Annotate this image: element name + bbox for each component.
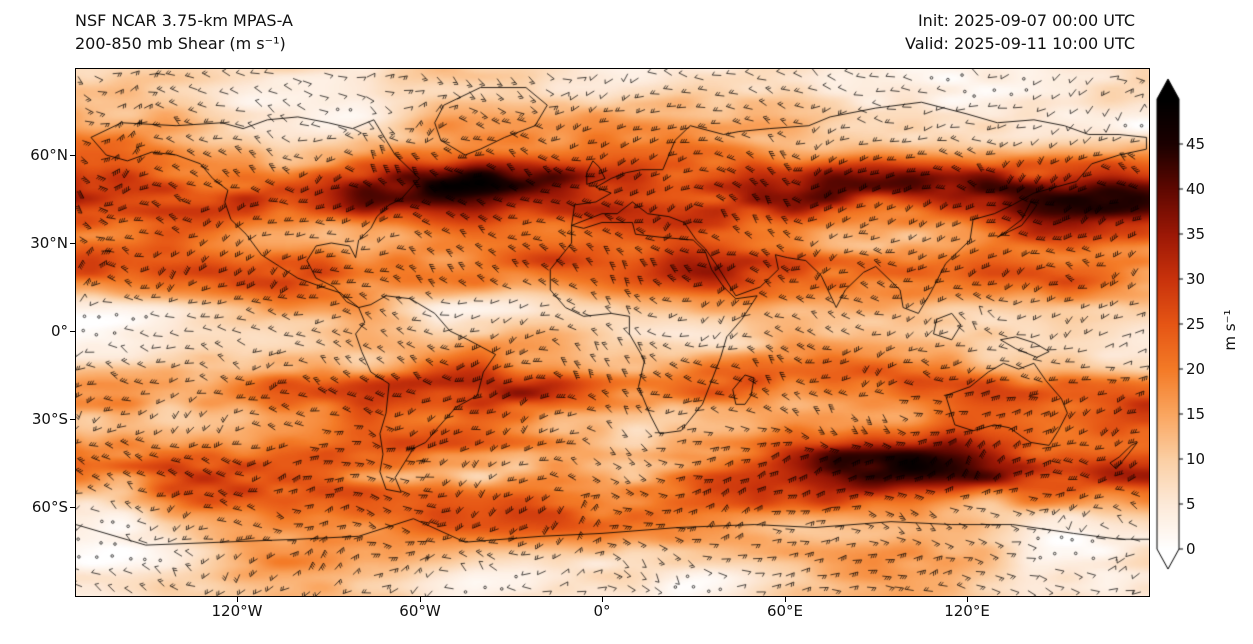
colorbar-unit-label: m s⁻¹ [1221,309,1239,351]
lon-tick-label: 60°W [399,602,441,620]
model-name: NSF NCAR 3.75-km MPAS-A [75,11,293,30]
init-time: Init: 2025-09-07 00:00 UTC [917,11,1135,30]
colorbar-tick-label: 0 [1186,540,1196,558]
colorbar-tick-label: 15 [1186,405,1206,423]
lat-tickmark [70,243,75,244]
lat-tick-label: 30°S [31,410,68,428]
lat-tick-label: 30°N [30,234,68,252]
lon-tick-label: 60°E [766,602,804,620]
lon-tickmark [785,597,786,602]
lat-tick-label: 0° [50,322,68,340]
lat-tickmark [70,507,75,508]
map-plot-area [75,68,1150,597]
colorbar-tick-label: 10 [1186,450,1206,468]
lon-tickmark [602,597,603,602]
lat-tick-label: 60°S [31,498,68,516]
colorbar-tick-label: 20 [1186,360,1206,378]
shear-map-canvas [76,69,1149,596]
colorbar-canvas [1150,75,1194,580]
colorbar-tick-label: 35 [1186,225,1206,243]
valid-time: Valid: 2025-09-11 10:00 UTC [904,34,1135,53]
colorbar-tick-label: 5 [1186,495,1196,513]
plot-title: NSF NCAR 3.75-km MPAS-A 200-850 mb Shear… [75,9,293,55]
field-name: 200-850 mb Shear (m s⁻¹) [75,34,286,53]
colorbar-tick-label: 30 [1186,270,1206,288]
lon-tickmark [967,597,968,602]
colorbar-tick-label: 40 [1186,180,1206,198]
lon-tick-label: 120°W [211,602,263,620]
lat-tick-label: 60°N [30,146,68,164]
colorbar-tick-label: 45 [1186,135,1206,153]
lat-tickmark [70,155,75,156]
lon-tick-label: 0° [593,602,611,620]
colorbar-tick-label: 25 [1186,315,1206,333]
init-valid-block: Init: 2025-09-07 00:00 UTC Valid: 2025-0… [905,9,1135,55]
lat-tickmark [70,419,75,420]
lat-tickmark [70,331,75,332]
lon-tickmark [420,597,421,602]
lon-tickmark [237,597,238,602]
lon-tick-label: 120°E [944,602,990,620]
